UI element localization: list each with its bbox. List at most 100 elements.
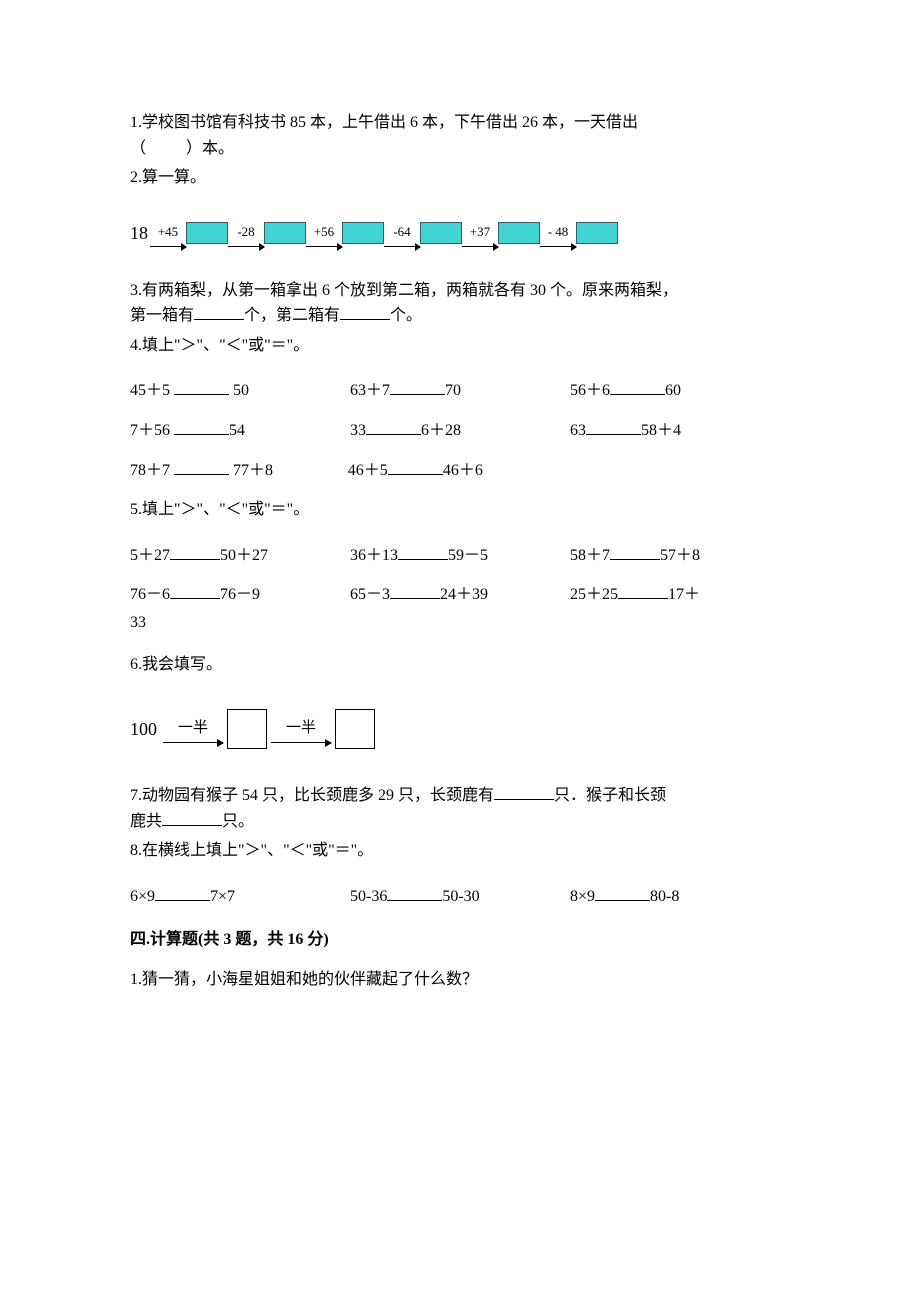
question-5: 5.填上"＞"、"＜"或"＝"。 — [130, 497, 790, 523]
q1-paren-close: ）本。 — [186, 140, 234, 157]
chain-op-2: -28 — [237, 224, 254, 239]
q4-row3: 78＋7 77＋8 46＋546＋6 — [130, 458, 790, 484]
half-arrow-1: 一半 — [163, 716, 223, 743]
q5-label: 5.填上"＞"、"＜"或"＝"。 — [130, 501, 309, 518]
q5-blank[interactable] — [170, 544, 220, 560]
q7-blank2[interactable] — [162, 810, 222, 826]
arrow-icon — [271, 742, 331, 743]
q3-part-b: 第一箱有 — [130, 307, 194, 324]
q4-row2: 7＋56 54 336＋28 6358＋4 — [130, 418, 790, 444]
half-box-2[interactable] — [335, 709, 375, 749]
question-2: 2.算一算。 — [130, 165, 790, 191]
q5-r1c1: 5＋2750＋27 — [130, 543, 350, 569]
q8-blank[interactable] — [387, 885, 442, 901]
q4-r3c2: 46＋546＋6 — [348, 458, 790, 484]
chain-box-2[interactable] — [264, 222, 306, 244]
q7-blank1[interactable] — [494, 784, 554, 800]
q7-a: 7.动物园有猴子 54 只，比长颈鹿多 29 只，长颈鹿有 — [130, 787, 494, 804]
q4-blank[interactable] — [586, 419, 641, 435]
q4-r2c3: 6358＋4 — [570, 418, 790, 444]
chain-box-1[interactable] — [186, 222, 228, 244]
q4-r1c1: 45＋5 50 — [130, 378, 350, 404]
q4-r2c1: 7＋56 54 — [130, 418, 350, 444]
q8-c1: 6×97×7 — [130, 884, 350, 910]
half-label-2: 一半 — [271, 716, 331, 740]
q4-blank[interactable] — [174, 419, 229, 435]
chain-arrow-2: -28 — [228, 219, 264, 248]
q6-start: 100 — [130, 715, 157, 744]
section4-q1: 1.猜一猜，小海星姐姐和她的伙伴藏起了什么数？ — [130, 967, 790, 993]
q7-c: 鹿共 — [130, 813, 162, 830]
q8-row: 6×97×7 50-3650-30 8×980-8 — [130, 884, 790, 910]
q3-blank2[interactable] — [340, 304, 390, 320]
half-label-1: 一半 — [163, 716, 223, 740]
chain-box-6[interactable] — [576, 222, 618, 244]
question-8: 8.在横线上填上"＞"、"＜"或"＝"。 — [130, 838, 790, 864]
q4-blank[interactable] — [610, 379, 665, 395]
half-box-1[interactable] — [227, 709, 267, 749]
question-1: 1.学校图书馆有科技书 85 本，上午借出 6 本，下午借出 26 本，一天借出… — [130, 110, 790, 161]
q7-d: 只。 — [222, 813, 254, 830]
q7-b: 只．猴子和长颈 — [554, 787, 666, 804]
q6-chain: 100 一半 一半 — [130, 709, 790, 749]
arrow-icon — [462, 246, 498, 247]
q5-r1c3: 58＋757＋8 — [570, 543, 790, 569]
chain-op-5: +37 — [470, 224, 490, 239]
q1-paren-open: （ — [130, 140, 146, 157]
arrow-icon — [384, 246, 420, 247]
q8-blank[interactable] — [155, 885, 210, 901]
q4-r1c3: 56＋660 — [570, 378, 790, 404]
q5-blank[interactable] — [618, 583, 668, 599]
chain-arrow-3: +56 — [306, 219, 342, 248]
q5-blank[interactable] — [390, 583, 440, 599]
q5-r2c3: 25＋2517＋ — [570, 582, 790, 608]
q5-row2: 76－676－9 65－324＋39 25＋2517＋ — [130, 582, 790, 608]
question-7: 7.动物园有猴子 54 只，比长颈鹿多 29 只，长颈鹿有 只．猴子和长颈 鹿共 只… — [130, 783, 790, 834]
half-arrow-2: 一半 — [271, 716, 331, 743]
q1-line1: 1.学校图书馆有科技书 85 本，上午借出 6 本，下午借出 26 本，一天借出 — [130, 114, 638, 131]
q5-row1: 5＋2750＋27 36＋1359－5 58＋757＋8 — [130, 543, 790, 569]
q4-blank[interactable] — [390, 379, 445, 395]
arrow-icon — [306, 246, 342, 247]
chain-box-5[interactable] — [498, 222, 540, 244]
q2-label: 2.算一算。 — [130, 169, 206, 186]
q4-blank[interactable] — [174, 379, 229, 395]
q3-blank1[interactable] — [194, 304, 244, 320]
q5-r2c2: 65－324＋39 — [350, 582, 570, 608]
q4-blank[interactable] — [388, 459, 443, 475]
q5-blank[interactable] — [398, 544, 448, 560]
q4-row1: 45＋5 50 63＋770 56＋660 — [130, 378, 790, 404]
question-6: 6.我会填写。 — [130, 652, 790, 678]
q5-blank[interactable] — [170, 583, 220, 599]
question-4: 4.填上"＞"、"＜"或"＝"。 — [130, 333, 790, 359]
question-3: 3.有两箱梨，从第一箱拿出 6 个放到第二箱，两箱就各有 30 个。原来两箱梨，… — [130, 278, 790, 329]
chain-box-4[interactable] — [420, 222, 462, 244]
q4-blank[interactable] — [366, 419, 421, 435]
q8-c2: 50-3650-30 — [350, 884, 570, 910]
q5-r2c1: 76－676－9 — [130, 582, 350, 608]
q8-blank[interactable] — [595, 885, 650, 901]
q3-part-d: 个。 — [390, 307, 422, 324]
q4-label: 4.填上"＞"、"＜"或"＝"。 — [130, 337, 309, 354]
section4-header: 四.计算题(共 3 题，共 16 分) — [130, 927, 790, 953]
chain-arrow-4: -64 — [384, 219, 420, 248]
chain-arrow-6: - 48 — [540, 219, 576, 248]
chain-box-3[interactable] — [342, 222, 384, 244]
q5-trailing: 33 — [130, 610, 790, 636]
q6-label: 6.我会填写。 — [130, 656, 222, 673]
q3-line1: 3.有两箱梨，从第一箱拿出 6 个放到第二箱，两箱就各有 30 个。原来两箱梨， — [130, 282, 678, 299]
q4-r2c2: 336＋28 — [350, 418, 570, 444]
chain-op-1: +45 — [158, 224, 178, 239]
arrow-icon — [228, 246, 264, 247]
q8-c3: 8×980-8 — [570, 884, 790, 910]
q4-r3c1: 78＋7 77＋8 — [130, 458, 348, 484]
chain-op-4: -64 — [393, 224, 410, 239]
q2-chain-start: 18 — [130, 219, 148, 248]
q5-blank[interactable] — [610, 544, 660, 560]
q8-label: 8.在横线上填上"＞"、"＜"或"＝"。 — [130, 842, 373, 859]
q4-r1c2: 63＋770 — [350, 378, 570, 404]
q4-blank[interactable] — [174, 459, 229, 475]
q2-chain: 18 +45 -28 +56 -64 +37 - 48 — [130, 219, 790, 248]
chain-arrow-5: +37 — [462, 219, 498, 248]
arrow-icon — [163, 742, 223, 743]
